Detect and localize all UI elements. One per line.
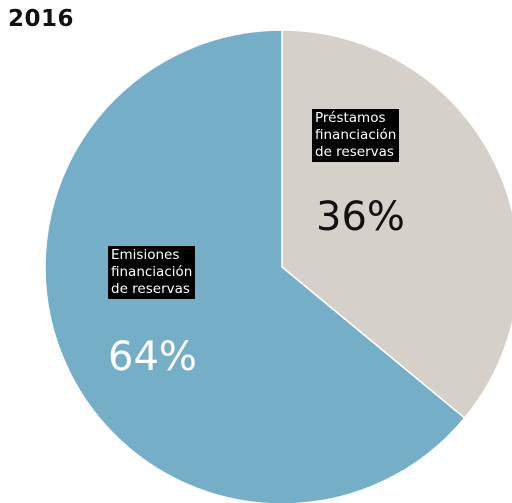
- slice-label-loans: Préstamos financiación de reservas: [312, 109, 400, 162]
- slice-label-issues-line-2: financiación: [111, 264, 193, 280]
- slice-label-loans-line-1: Préstamos: [315, 110, 386, 126]
- slice-label-issues: Emisiones financiación de reservas: [108, 246, 196, 299]
- slice-issues: [44, 29, 466, 503]
- slice-value-loans: 36%: [316, 194, 405, 240]
- slice-label-issues-line-3: de reservas: [111, 281, 190, 297]
- slice-label-issues-line-1: Emisiones: [111, 247, 180, 263]
- slice-value-issues: 64%: [108, 334, 197, 380]
- slice-label-loans-line-2: financiación: [315, 127, 397, 143]
- slice-label-loans-line-3: de reservas: [315, 144, 394, 160]
- chart-title: 2016: [8, 6, 75, 32]
